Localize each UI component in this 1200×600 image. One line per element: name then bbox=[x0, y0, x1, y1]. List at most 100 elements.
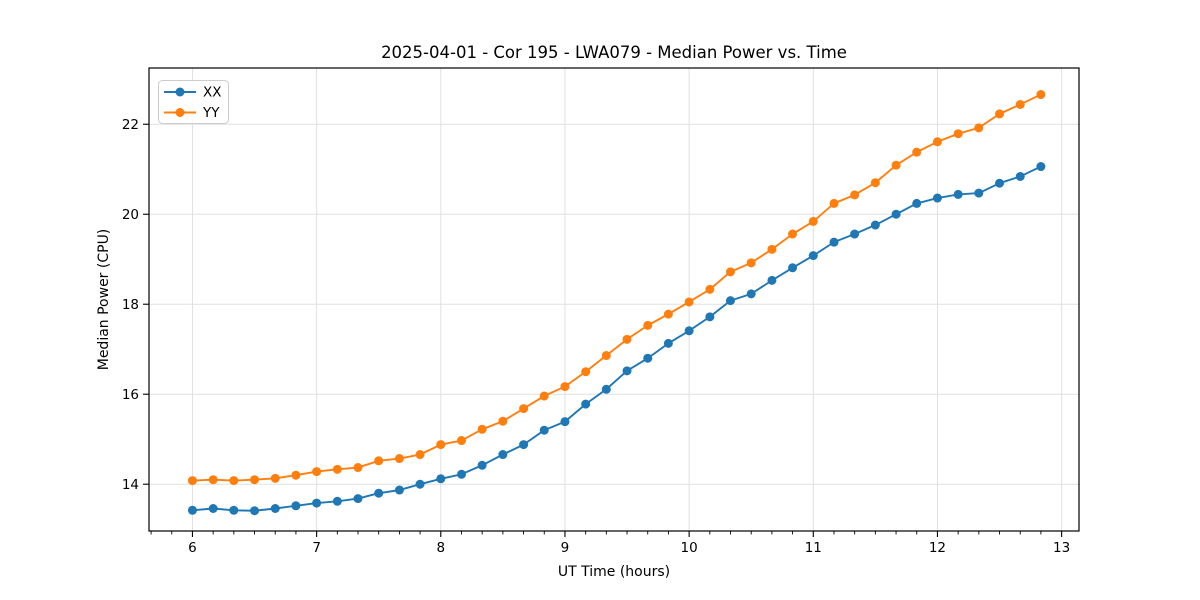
data-point-yy bbox=[560, 382, 570, 392]
x-tick-label: 7 bbox=[312, 540, 321, 556]
data-point-yy bbox=[663, 309, 673, 319]
data-point-xx bbox=[312, 498, 322, 508]
data-point-xx bbox=[974, 188, 984, 198]
data-point-yy bbox=[270, 473, 280, 483]
data-point-xx bbox=[270, 504, 280, 514]
x-tick-label: 13 bbox=[1053, 540, 1070, 556]
plot-frame bbox=[148, 67, 1080, 532]
x-axis-label: UT Time (hours) bbox=[558, 564, 670, 580]
data-point-xx bbox=[519, 440, 529, 450]
legend: XX YY bbox=[158, 80, 229, 124]
data-point-xx bbox=[725, 296, 735, 306]
data-point-yy bbox=[581, 367, 591, 377]
x-tick-label: 8 bbox=[436, 540, 445, 556]
data-point-xx bbox=[932, 193, 942, 203]
x-tick-label: 10 bbox=[681, 540, 698, 556]
data-point-yy bbox=[394, 454, 404, 464]
data-point-yy bbox=[601, 351, 611, 361]
data-point-yy bbox=[850, 190, 860, 200]
data-point-xx bbox=[870, 220, 880, 230]
legend-label-yy: YY bbox=[202, 105, 220, 121]
data-point-yy bbox=[870, 178, 880, 188]
data-point-yy bbox=[477, 424, 487, 434]
data-point-xx bbox=[560, 417, 570, 427]
data-point-yy bbox=[208, 475, 218, 485]
data-point-xx bbox=[808, 251, 818, 261]
axes-layer: 6 7 8 9 10 11 12 13 14 16 18 20 22 bbox=[122, 67, 1080, 556]
x-tick-label: 11 bbox=[805, 540, 822, 556]
data-point-yy bbox=[746, 258, 756, 268]
legend-marker-yy bbox=[175, 108, 185, 117]
series-layer bbox=[187, 90, 1046, 516]
y-tick-label: 16 bbox=[122, 387, 139, 403]
data-point-yy bbox=[788, 229, 798, 239]
y-tick-label: 14 bbox=[122, 477, 139, 493]
data-point-yy bbox=[829, 198, 839, 208]
data-point-yy bbox=[725, 267, 735, 277]
data-point-xx bbox=[332, 496, 342, 506]
data-point-xx bbox=[457, 469, 467, 479]
data-point-xx bbox=[477, 460, 487, 470]
x-tick-label: 6 bbox=[188, 540, 197, 556]
data-point-xx bbox=[663, 338, 673, 348]
data-point-yy bbox=[229, 476, 239, 486]
data-point-yy bbox=[622, 334, 632, 344]
data-point-xx bbox=[581, 399, 591, 409]
data-point-yy bbox=[1015, 99, 1025, 109]
data-point-yy bbox=[519, 404, 529, 414]
y-tick-label: 18 bbox=[122, 297, 139, 313]
data-point-yy bbox=[291, 470, 301, 480]
data-point-yy bbox=[353, 463, 363, 473]
data-point-yy bbox=[643, 320, 653, 330]
data-point-yy bbox=[498, 416, 508, 426]
data-point-yy bbox=[374, 456, 384, 466]
data-point-yy bbox=[974, 123, 984, 133]
y-tick-label: 20 bbox=[122, 207, 139, 223]
data-point-yy bbox=[995, 109, 1005, 119]
data-point-xx bbox=[374, 488, 384, 498]
series-line-xx bbox=[191, 165, 1042, 512]
data-point-yy bbox=[312, 467, 322, 477]
data-point-xx bbox=[622, 366, 632, 376]
data-point-yy bbox=[891, 160, 901, 170]
data-point-xx bbox=[705, 312, 715, 322]
x-tick-label: 12 bbox=[929, 540, 946, 556]
chart-title: 2025-04-01 - Cor 195 - LWA079 - Median P… bbox=[381, 43, 847, 62]
data-point-xx bbox=[746, 289, 756, 299]
data-point-xx bbox=[498, 450, 508, 460]
data-point-yy bbox=[539, 391, 549, 401]
data-point-yy bbox=[953, 129, 963, 139]
data-point-xx bbox=[208, 504, 218, 514]
data-point-yy bbox=[415, 450, 425, 460]
data-point-xx bbox=[995, 178, 1005, 188]
data-point-xx bbox=[415, 479, 425, 489]
data-point-xx bbox=[601, 384, 611, 394]
data-point-xx bbox=[829, 237, 839, 247]
data-point-xx bbox=[229, 505, 239, 515]
data-point-xx bbox=[850, 229, 860, 239]
data-point-xx bbox=[187, 505, 197, 515]
data-point-yy bbox=[705, 284, 715, 294]
data-point-yy bbox=[187, 476, 197, 486]
y-axis-label: Median Power (CPU) bbox=[96, 229, 112, 371]
data-point-xx bbox=[394, 485, 404, 495]
data-point-xx bbox=[436, 474, 446, 484]
data-point-yy bbox=[684, 297, 694, 307]
data-point-xx bbox=[291, 501, 301, 511]
data-point-xx bbox=[684, 326, 694, 336]
data-point-yy bbox=[436, 440, 446, 450]
data-point-yy bbox=[1036, 90, 1046, 100]
data-point-yy bbox=[932, 137, 942, 147]
grid-layer bbox=[149, 68, 1079, 531]
data-point-xx bbox=[953, 189, 963, 199]
data-point-xx bbox=[1015, 171, 1025, 181]
legend-marker-xx bbox=[175, 87, 185, 97]
data-point-xx bbox=[250, 506, 260, 516]
data-point-xx bbox=[767, 275, 777, 285]
data-point-xx bbox=[353, 494, 363, 504]
data-point-xx bbox=[1036, 162, 1046, 172]
data-point-yy bbox=[808, 216, 818, 226]
data-point-yy bbox=[332, 464, 342, 474]
